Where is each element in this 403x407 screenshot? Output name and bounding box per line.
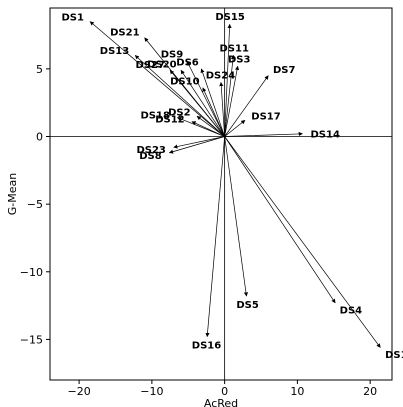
vector-label-ds23: DS23 [136,145,165,156]
vector-label-ds11: DS11 [220,43,249,54]
vector-label-ds9: DS9 [161,50,184,61]
vector-arrow-ds15 [224,23,232,137]
x-tick-label: 20 [363,385,377,398]
vector-label-ds21: DS21 [110,28,139,39]
vector-arrow-ds8 [168,136,225,154]
vector-arrow-ds17 [224,120,246,137]
vector-label-ds3: DS3 [228,54,251,65]
vector-label-ds1: DS1 [61,12,84,23]
vector-label-ds12: DS12 [155,114,184,125]
x-tick-label: 10 [290,385,304,398]
vector-arrow-ds2 [196,115,225,137]
vector-arrow-ds19 [224,136,381,348]
plot-frame [49,7,393,381]
vector-arrow-ds4 [224,136,336,304]
vector-label-ds7: DS7 [273,65,296,76]
vector-arrow-ds3 [224,65,240,137]
vector-arrow-ds13 [134,55,225,137]
vector-label-ds24: DS24 [206,70,235,81]
y-tick-label: −10 [20,266,43,279]
y-tick-label: 0 [36,131,43,144]
y-tick-label: −15 [20,333,43,346]
vector-label-ds6: DS6 [176,57,199,68]
x-axis-label: AcRed [204,397,238,407]
vector-arrow-ds20 [180,69,225,137]
y-tick-label: −5 [27,198,43,211]
vector-label-ds19: DS19 [385,350,403,361]
vector-label-ds27: DS27 [136,60,165,71]
vector-arrow-ds12 [191,121,225,137]
vector-arrow-ds7 [224,75,269,137]
vector-label-ds10: DS10 [170,77,199,88]
vector-label-ds14: DS14 [310,130,339,141]
vector-arrow-ds9 [186,60,225,137]
vector-arrow-ds16 [205,136,225,338]
vector-arrow-ds11 [224,54,236,137]
x-tick-label: 0 [221,385,228,398]
vector-label-ds15: DS15 [215,12,244,23]
y-tick-label: 5 [36,63,43,76]
vector-label-ds2: DS2 [168,107,191,118]
vector-arrow-ds1 [89,21,225,137]
vector-arrow-ds5 [224,136,249,297]
vector-label-ds16: DS16 [192,341,221,352]
vector-arrow-ds24 [219,81,225,137]
y-axis-label: G-Mean [6,173,19,215]
vector-label-ds8: DS8 [139,151,162,162]
vector-label-ds20: DS20 [147,60,176,71]
vector-arrow-ds10 [202,87,225,137]
vector-arrow-ds18 [176,117,225,137]
vector-label-ds13: DS13 [100,46,129,57]
x-axis-ticks: −20 −10 0 10 20 [67,380,377,398]
x-tick-label: −20 [67,385,90,398]
vector-arrow-ds14 [224,131,303,137]
vector-label-ds18: DS18 [140,111,169,122]
vector-arrow-ds6 [200,68,225,137]
vector-label-ds17: DS17 [251,111,280,122]
vector-label-ds4: DS4 [340,306,363,317]
vector-arrow-ds27 [169,69,225,137]
vector-arrow-ds23 [173,136,225,149]
y-axis-ticks: −15 −10 −5 0 5 [20,63,50,346]
vector-label-ds5: DS5 [236,300,259,311]
x-tick-label: −10 [140,385,163,398]
